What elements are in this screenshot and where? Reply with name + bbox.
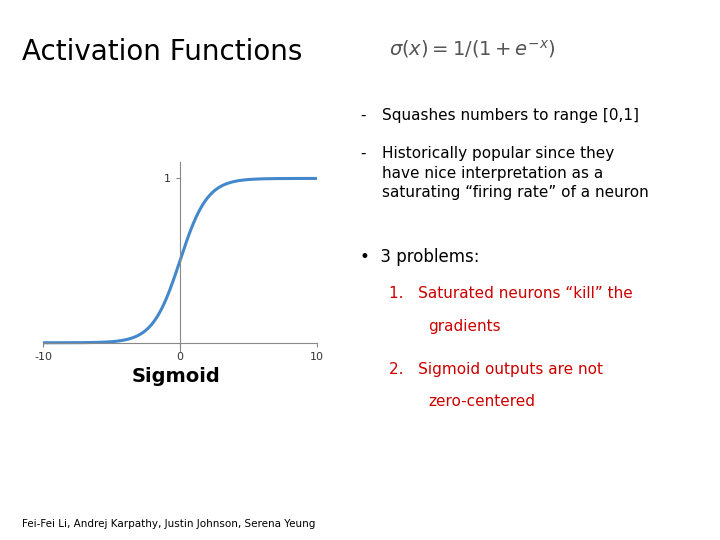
Text: Squashes numbers to range [0,1]: Squashes numbers to range [0,1] xyxy=(382,108,639,123)
Text: gradients: gradients xyxy=(428,319,501,334)
Text: Historically popular since they
have nice interpretation as a
saturating “firing: Historically popular since they have nic… xyxy=(382,146,648,200)
Text: •  3 problems:: • 3 problems: xyxy=(360,248,480,266)
Text: Fei-Fei Li, Andrej Karpathy, Justin Johnson, Serena Yeung: Fei-Fei Li, Andrej Karpathy, Justin John… xyxy=(22,519,315,529)
Text: zero-centered: zero-centered xyxy=(428,394,536,409)
Text: -: - xyxy=(360,146,366,161)
Text: 1.   Saturated neurons “kill” the: 1. Saturated neurons “kill” the xyxy=(389,286,633,301)
Text: $\sigma(x) = 1/(1 + e^{-x})$: $\sigma(x) = 1/(1 + e^{-x})$ xyxy=(389,38,556,60)
Text: Activation Functions: Activation Functions xyxy=(22,38,302,66)
Text: 2.   Sigmoid outputs are not: 2. Sigmoid outputs are not xyxy=(389,362,603,377)
Text: Sigmoid: Sigmoid xyxy=(132,367,221,386)
Text: -: - xyxy=(360,108,366,123)
